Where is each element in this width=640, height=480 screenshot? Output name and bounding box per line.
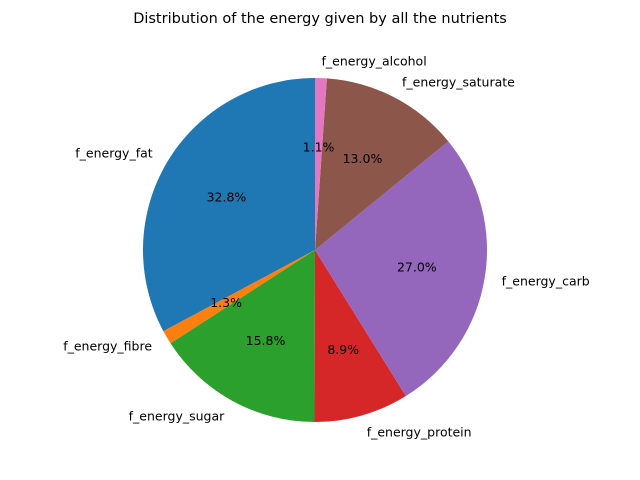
slice-label-f-energy-alcohol: f_energy_alcohol: [322, 53, 427, 68]
slice-label-f-energy-fibre: f_energy_fibre: [63, 339, 152, 354]
pie-slices: [142, 78, 487, 423]
slice-label-f-energy-protein: f_energy_protein: [367, 425, 472, 440]
pie-slice-f-energy-carb: [315, 141, 487, 397]
pie-slice-f-energy-sugar: [170, 250, 315, 422]
slice-label-f-energy-saturate: f_energy_saturate: [402, 75, 515, 90]
slice-percent-f-energy-carb: 27.0%: [397, 259, 437, 274]
slice-percent-f-energy-fibre: 1.3%: [210, 295, 242, 310]
slice-label-f-energy-sugar: f_energy_sugar: [129, 409, 225, 424]
pie-slice-f-energy-fibre: [163, 250, 315, 344]
pie-slice-f-energy-fat: [142, 78, 315, 332]
slice-percent-f-energy-alcohol: 1.1%: [303, 139, 335, 154]
pie-slice-f-energy-alcohol: [315, 78, 327, 250]
slice-percent-f-energy-saturate: 13.0%: [343, 151, 383, 166]
slice-label-f-energy-carb: f_energy_carb: [502, 274, 590, 289]
slice-label-f-energy-fat: f_energy_fat: [75, 145, 153, 160]
pie-slice-f-energy-saturate: [315, 78, 449, 250]
slice-percent-f-energy-fat: 32.8%: [207, 190, 247, 205]
slice-percent-f-energy-sugar: 15.8%: [246, 333, 286, 348]
pie-slice-f-energy-protein: [314, 250, 406, 423]
chart-title: Distribution of the energy given by all …: [133, 11, 507, 27]
pie-labels: f_energy_fat 32.8% f_energy_fibre 1.3% f_ene…: [63, 53, 590, 439]
slice-percent-f-energy-protein: 8.9%: [327, 342, 359, 357]
